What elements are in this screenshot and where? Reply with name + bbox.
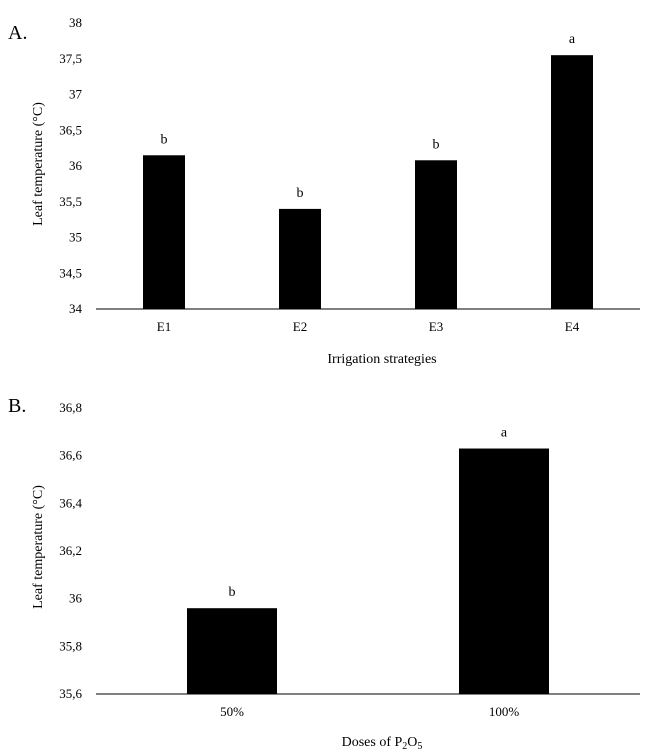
chart-a: A. Leaf temperature (°C) Irrigation stra… — [8, 15, 640, 367]
bar — [143, 155, 185, 309]
x-ticks-a: E1 E2 E3 E4 — [157, 319, 580, 334]
x-ticks-b: 50% 100% — [220, 704, 519, 719]
x-tick-label: E3 — [429, 319, 443, 334]
panel-label-a: A. — [8, 22, 27, 44]
y-tick-label: 36,4 — [59, 495, 82, 510]
y-tick-label: 36 — [69, 591, 83, 606]
x-tick-label: E2 — [293, 319, 307, 334]
x-axis-title-b: Doses of P2O5 — [342, 735, 423, 751]
bars-b: ba — [187, 426, 549, 694]
y-tick-label: 36,5 — [59, 122, 82, 137]
y-tick-label: 36,8 — [59, 400, 82, 415]
x-tick-label: 100% — [489, 704, 520, 719]
bar — [279, 208, 321, 309]
y-ticks-b: 35,6 35,8 36 36,2 36,4 36,6 36,8 — [59, 400, 82, 701]
y-ticks-a: 34 34,5 35 35,5 36 36,5 37 37,5 38 — [59, 15, 82, 316]
bar — [551, 55, 593, 309]
bar — [187, 608, 277, 694]
bar-significance-label: a — [569, 32, 576, 47]
y-tick-label: 35,5 — [59, 194, 82, 209]
bar — [459, 448, 549, 694]
y-tick-label: 36,2 — [59, 543, 82, 558]
x-axis-title-a: Irrigation strategies — [327, 352, 436, 367]
bar-significance-label: b — [161, 132, 168, 147]
y-tick-label: 36 — [69, 158, 83, 173]
y-tick-label: 35 — [69, 230, 82, 245]
y-tick-label: 34 — [69, 301, 83, 316]
bars-a: b b b a — [143, 32, 593, 309]
x-axis-title-b-part1: Doses of P — [342, 735, 403, 750]
bar-significance-label: b — [433, 137, 440, 152]
chart-b: B. Leaf temperature (°C) Doses of P2O5 3… — [8, 395, 640, 752]
bar — [415, 160, 457, 309]
bar-significance-label: a — [501, 426, 508, 441]
y-tick-label: 37 — [69, 87, 83, 102]
y-axis-title-b: Leaf temperature (°C) — [31, 485, 46, 609]
y-tick-label: 34,5 — [59, 265, 82, 280]
y-tick-label: 35,6 — [59, 686, 82, 701]
panel-label-b: B. — [8, 395, 26, 417]
bar-significance-label: b — [229, 585, 236, 600]
y-axis-title-a: Leaf temperature (°C) — [31, 102, 46, 226]
x-axis-title-b-sub1: 2 — [402, 741, 407, 751]
y-tick-label: 37,5 — [59, 51, 82, 66]
x-axis-title-b-sub2: 5 — [417, 741, 422, 751]
bar-significance-label: b — [297, 186, 304, 201]
y-tick-label: 38 — [69, 15, 82, 30]
x-tick-label: 50% — [220, 704, 244, 719]
y-tick-label: 36,6 — [59, 448, 82, 463]
x-tick-label: E4 — [565, 319, 580, 334]
x-axis-title-b-part2: O — [407, 735, 417, 750]
x-tick-label: E1 — [157, 319, 171, 334]
y-tick-label: 35,8 — [59, 638, 82, 653]
